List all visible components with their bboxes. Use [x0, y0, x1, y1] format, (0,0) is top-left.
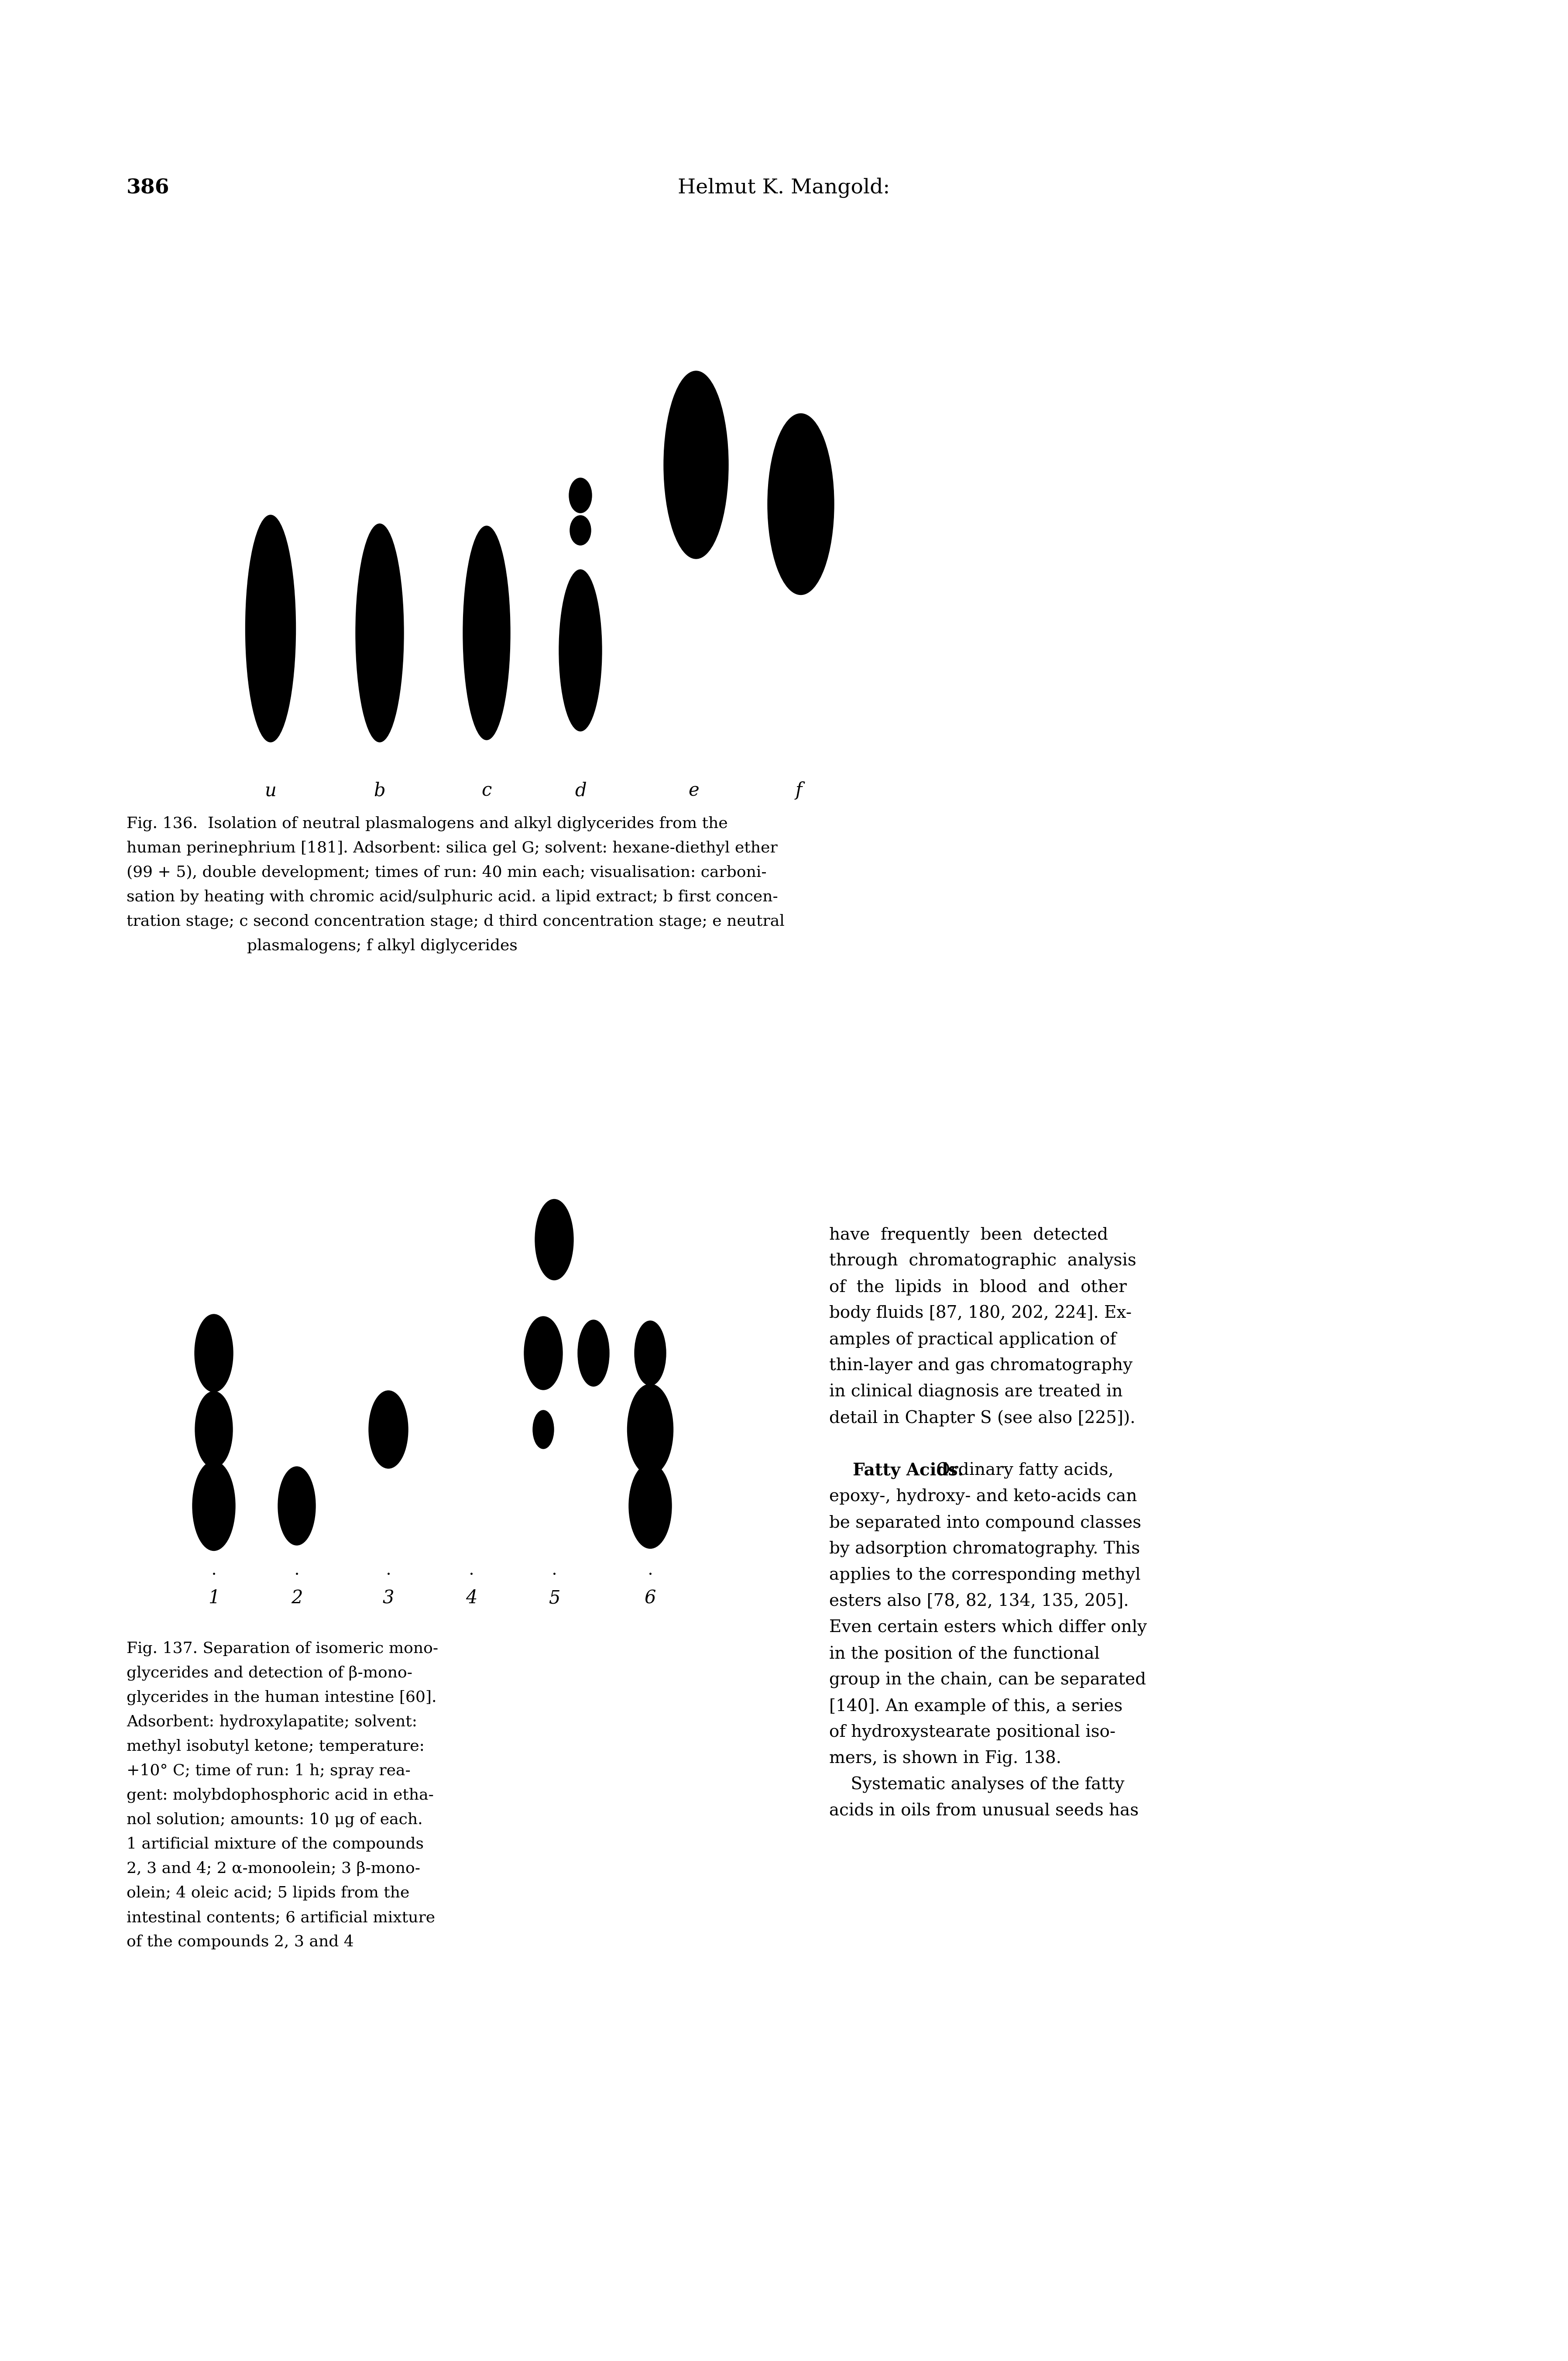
- Text: 2, 3 and 4; 2 α-monoolein; 3 β-mono-: 2, 3 and 4; 2 α-monoolein; 3 β-mono-: [127, 1860, 420, 1877]
- Ellipse shape: [193, 1461, 235, 1551]
- Text: intestinal contents; 6 artificial mixture: intestinal contents; 6 artificial mixtur…: [127, 1910, 436, 1924]
- Text: b: b: [373, 781, 386, 800]
- Text: glycerides and detection of β-mono-: glycerides and detection of β-mono-: [127, 1665, 412, 1681]
- Text: Fatty Acids.: Fatty Acids.: [829, 1461, 964, 1478]
- Text: 386: 386: [127, 177, 169, 198]
- Text: 1: 1: [209, 1589, 220, 1608]
- Text: olein; 4 oleic acid; 5 lipids from the: olein; 4 oleic acid; 5 lipids from the: [127, 1886, 409, 1901]
- Text: c: c: [481, 781, 492, 800]
- Text: +10° C; time of run: 1 h; spray rea-: +10° C; time of run: 1 h; spray rea-: [127, 1764, 411, 1778]
- Text: f: f: [795, 781, 801, 800]
- Text: sation by heating with chromic acid/sulphuric acid. a lipid extract; b first con: sation by heating with chromic acid/sulp…: [127, 890, 778, 904]
- Ellipse shape: [194, 1391, 232, 1469]
- Ellipse shape: [569, 477, 591, 512]
- Text: of  the  lipids  in  blood  and  other: of the lipids in blood and other: [829, 1280, 1127, 1296]
- Text: in the position of the functional: in the position of the functional: [829, 1646, 1099, 1662]
- Text: 5: 5: [549, 1589, 560, 1608]
- Text: group in the chain, can be separated: group in the chain, can be separated: [829, 1672, 1146, 1688]
- Text: detail in Chapter S (see also [225]).: detail in Chapter S (see also [225]).: [829, 1410, 1135, 1426]
- Text: be separated into compound classes: be separated into compound classes: [829, 1516, 1142, 1530]
- Text: Adsorbent: hydroxylapatite; solvent:: Adsorbent: hydroxylapatite; solvent:: [127, 1714, 417, 1731]
- Ellipse shape: [246, 515, 296, 741]
- Text: Ordinary fatty acids,: Ordinary fatty acids,: [931, 1461, 1113, 1478]
- Text: 1 artificial mixture of the compounds: 1 artificial mixture of the compounds: [127, 1837, 423, 1851]
- Ellipse shape: [535, 1199, 574, 1280]
- Ellipse shape: [194, 1315, 234, 1393]
- Text: gent: molybdophosphoric acid in etha-: gent: molybdophosphoric acid in etha-: [127, 1787, 434, 1804]
- Ellipse shape: [368, 1391, 408, 1469]
- Text: 6: 6: [644, 1589, 655, 1608]
- Ellipse shape: [768, 413, 834, 595]
- Ellipse shape: [524, 1317, 563, 1391]
- Text: 3: 3: [383, 1589, 394, 1608]
- Text: Systematic analyses of the fatty: Systematic analyses of the fatty: [829, 1775, 1124, 1792]
- Ellipse shape: [663, 371, 729, 560]
- Ellipse shape: [278, 1466, 315, 1544]
- Ellipse shape: [560, 569, 602, 732]
- Ellipse shape: [569, 515, 591, 545]
- Text: amples of practical application of: amples of practical application of: [829, 1332, 1116, 1348]
- Text: plasmalogens; f alkyl diglycerides: plasmalogens; f alkyl diglycerides: [127, 937, 517, 954]
- Text: tration stage; c second concentration stage; d third concentration stage; e neut: tration stage; c second concentration st…: [127, 914, 784, 930]
- Text: d: d: [574, 781, 586, 800]
- Text: Fig. 137. Separation of isomeric mono-: Fig. 137. Separation of isomeric mono-: [127, 1641, 437, 1657]
- Text: in clinical diagnosis are treated in: in clinical diagnosis are treated in: [829, 1384, 1123, 1400]
- Text: body fluids [87, 180, 202, 224]. Ex-: body fluids [87, 180, 202, 224]. Ex-: [829, 1306, 1132, 1322]
- Text: Helmut K. Mangold:: Helmut K. Mangold:: [677, 177, 891, 198]
- Text: through  chromatographic  analysis: through chromatographic analysis: [829, 1254, 1137, 1270]
- Text: u: u: [265, 781, 276, 800]
- Text: 2: 2: [292, 1589, 303, 1608]
- Text: e: e: [688, 781, 699, 800]
- Text: of hydroxystearate positional iso-: of hydroxystearate positional iso-: [829, 1724, 1115, 1740]
- Text: human perinephrium [181]. Adsorbent: silica gel G; solvent: hexane-diethyl ether: human perinephrium [181]. Adsorbent: sil…: [127, 841, 778, 855]
- Text: [140]. An example of this, a series: [140]. An example of this, a series: [829, 1698, 1123, 1714]
- Text: by adsorption chromatography. This: by adsorption chromatography. This: [829, 1542, 1140, 1558]
- Text: (99 + 5), double development; times of run: 40 min each; visualisation: carboni-: (99 + 5), double development; times of r…: [127, 864, 767, 881]
- Ellipse shape: [577, 1320, 610, 1386]
- Text: of the compounds 2, 3 and 4: of the compounds 2, 3 and 4: [127, 1934, 354, 1950]
- Text: methyl isobutyl ketone; temperature:: methyl isobutyl ketone; temperature:: [127, 1740, 425, 1754]
- Ellipse shape: [635, 1320, 666, 1386]
- Ellipse shape: [627, 1384, 673, 1476]
- Text: applies to the corresponding methyl: applies to the corresponding methyl: [829, 1568, 1140, 1584]
- Text: nol solution; amounts: 10 μg of each.: nol solution; amounts: 10 μg of each.: [127, 1813, 423, 1827]
- Text: thin-layer and gas chromatography: thin-layer and gas chromatography: [829, 1358, 1132, 1374]
- Text: Fig. 136.  Isolation of neutral plasmalogens and alkyl diglycerides from the: Fig. 136. Isolation of neutral plasmalog…: [127, 817, 728, 831]
- Text: acids in oils from unusual seeds has: acids in oils from unusual seeds has: [829, 1804, 1138, 1818]
- Text: have  frequently  been  detected: have frequently been detected: [829, 1228, 1109, 1242]
- Text: 4: 4: [466, 1589, 477, 1608]
- Ellipse shape: [533, 1410, 554, 1450]
- Text: mers, is shown in Fig. 138.: mers, is shown in Fig. 138.: [829, 1750, 1062, 1766]
- Ellipse shape: [629, 1464, 671, 1549]
- Ellipse shape: [356, 524, 403, 741]
- Text: Even certain esters which differ only: Even certain esters which differ only: [829, 1620, 1146, 1636]
- Text: glycerides in the human intestine [60].: glycerides in the human intestine [60].: [127, 1690, 436, 1705]
- Text: epoxy-, hydroxy- and keto-acids can: epoxy-, hydroxy- and keto-acids can: [829, 1487, 1137, 1504]
- Ellipse shape: [463, 527, 510, 739]
- Text: esters also [78, 82, 134, 135, 205].: esters also [78, 82, 134, 135, 205].: [829, 1594, 1129, 1610]
